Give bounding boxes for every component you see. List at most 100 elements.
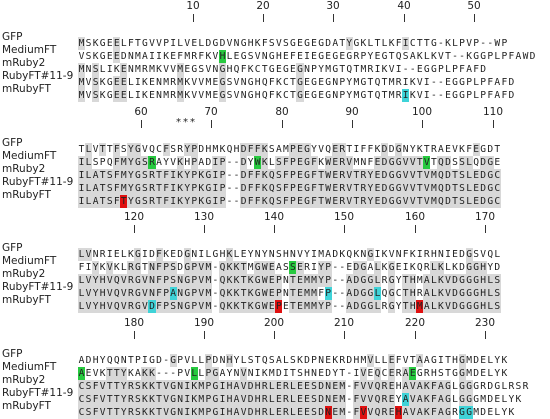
residue: T [120, 195, 128, 208]
residue: T [135, 38, 141, 49]
residue: D [487, 394, 494, 405]
residue: P [339, 77, 346, 88]
residue: V [423, 195, 431, 208]
residue: M [135, 51, 141, 62]
residue: E [170, 51, 177, 62]
residue: V [416, 77, 423, 88]
residue: V [366, 406, 374, 419]
residue: G [332, 64, 339, 75]
residue: I [183, 380, 191, 393]
residue: M [353, 90, 360, 101]
residue: F [155, 274, 163, 287]
residue: P [177, 368, 184, 379]
residue: K [184, 90, 191, 101]
residue: H [479, 300, 487, 313]
residue: Q [218, 287, 226, 300]
residue: - [430, 90, 437, 101]
residue: M [338, 406, 346, 419]
residue: Y [127, 169, 135, 182]
residue: G [325, 90, 332, 101]
residue: Q [373, 380, 382, 393]
residue: R [359, 195, 367, 208]
residue: C [78, 380, 86, 393]
residue: K [148, 393, 156, 406]
residue: V [359, 406, 367, 419]
residue: Y [120, 367, 128, 380]
residue: G [360, 77, 367, 88]
residue: P [324, 287, 332, 300]
residue: A [423, 300, 431, 313]
residue: T [346, 144, 353, 155]
residue: - [156, 368, 162, 379]
residue: E [331, 393, 339, 406]
residue: D [304, 355, 310, 366]
residue: S [226, 77, 233, 88]
residue: G [149, 355, 155, 366]
residue: Q [261, 77, 268, 88]
residue: M [163, 77, 169, 88]
residue: I [78, 195, 86, 208]
position-ruler: 10 20 30 40 50 [0, 0, 550, 28]
residue: Q [381, 288, 388, 299]
residue: Y [247, 249, 254, 260]
residue: E [331, 169, 339, 182]
residue: V [85, 248, 93, 261]
position-ruler: 120 130 140 150 160 170 [0, 211, 550, 239]
residue: Q [395, 51, 402, 62]
residue: N [240, 90, 247, 101]
residue: L [289, 406, 297, 419]
residue: I [78, 156, 86, 169]
residue: F [473, 64, 480, 75]
residue: R [381, 406, 389, 419]
residue: E [388, 367, 396, 380]
residue: D [247, 406, 255, 419]
residue: Y [99, 355, 106, 366]
position-number: 220 [404, 317, 426, 329]
residue: G [444, 406, 452, 419]
residue: N [148, 261, 156, 274]
residue: G [134, 261, 142, 274]
residue: M [149, 64, 155, 75]
residue: S [85, 380, 93, 393]
residue: G [486, 169, 494, 182]
residue: A [275, 144, 282, 155]
residue: R [261, 380, 269, 393]
residue: A [345, 300, 353, 313]
residue: P [162, 287, 170, 300]
residue: K [225, 248, 234, 261]
residue: Q [218, 274, 226, 287]
residue: K [148, 367, 156, 380]
residue: M [184, 51, 191, 62]
residue: P [275, 300, 283, 313]
residue: S [106, 169, 114, 182]
residue: G [204, 195, 212, 208]
residue: E [480, 355, 487, 366]
residue: R [359, 169, 367, 182]
residue: A [142, 51, 148, 62]
residue: V [480, 249, 487, 260]
residue: K [190, 380, 198, 393]
residue: I [135, 77, 141, 88]
residue: R [261, 393, 269, 406]
residue: T [445, 368, 451, 379]
residue: D [479, 156, 487, 169]
residue: N [176, 393, 184, 406]
residue: - [339, 275, 346, 286]
residue: K [515, 394, 522, 405]
residue: P [275, 274, 283, 287]
residue: V [141, 274, 149, 287]
residue: C [156, 144, 162, 155]
sequence-residues: ILATSFMYGSRTFIKYPKGIP--DFFKQSFPEGFTWERVT… [78, 163, 501, 182]
residue: M [360, 64, 367, 75]
residue: L [289, 393, 297, 406]
residue: I [402, 77, 409, 88]
residue: R [367, 64, 374, 75]
residue: I [311, 262, 317, 273]
residue: I [311, 249, 317, 260]
residue: F [247, 182, 255, 195]
residue: F [282, 195, 290, 208]
residue: V [359, 393, 367, 406]
residue: T [240, 274, 248, 287]
residue: V [163, 64, 169, 75]
residue: V [240, 380, 248, 393]
